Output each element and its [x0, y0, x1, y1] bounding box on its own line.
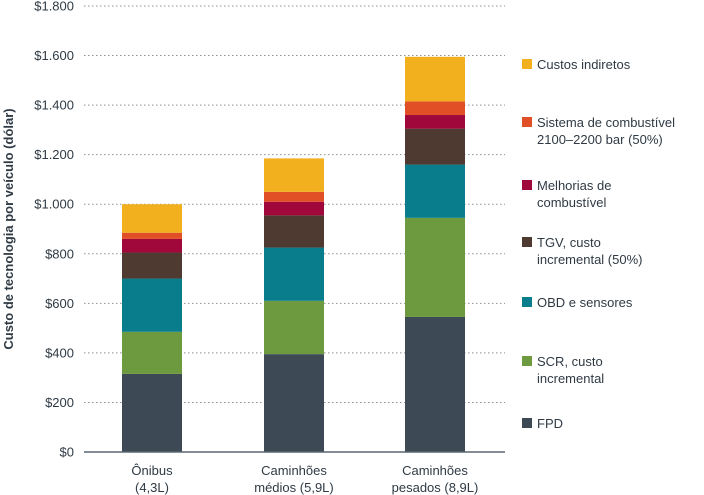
x-tick-label: Ônibus (4,3L): [131, 463, 173, 495]
legend-label: FPD: [537, 416, 563, 431]
legend-label: TGV, custo incremental (50%): [537, 235, 643, 267]
x-tick-label-line: médios (5,9L): [254, 480, 333, 495]
bar-segment: [405, 56, 465, 102]
bar-segment: [122, 331, 182, 374]
legend-label: Sistema de combustível 2100–2200 bar (50…: [537, 115, 676, 147]
bar-segment: [405, 217, 465, 317]
bar-segment: [405, 101, 465, 116]
bar-segment: [264, 354, 324, 452]
bar-segment: [122, 278, 182, 332]
x-tick-label-line: Caminhões: [261, 463, 327, 478]
bar-segment: [122, 238, 182, 253]
legend-item: SCR, custo incremental: [522, 353, 604, 387]
bar-segment: [264, 300, 324, 355]
legend-swatch: [522, 237, 532, 247]
bar-segment: [405, 316, 465, 452]
legend-swatch: [522, 356, 532, 366]
x-tick-label-line: Ônibus: [131, 463, 173, 478]
bar-segment: [264, 215, 324, 248]
x-tick-label-line: Caminhões: [402, 463, 468, 478]
legend-swatch: [522, 59, 532, 69]
y-tick-label: $1.600: [34, 48, 74, 63]
x-axis-ticks: Ônibus (4,3L)Caminhões médios (5,9L)Caminh…: [131, 463, 478, 495]
y-axis-ticks: $0 $200 $400 $600 $800 $1.000 $1.200 $1.400 $1.6…: [34, 0, 74, 460]
bar-segment: [122, 252, 182, 279]
y-tick-label: $600: [45, 296, 74, 311]
legend-item: Sistema de combustível 2100–2200 bar (50…: [522, 114, 675, 148]
y-tick-label: $1.000: [34, 197, 74, 212]
y-tick-label: $800: [45, 246, 74, 261]
bar-segment: [122, 373, 182, 452]
bar-segment: [122, 204, 182, 233]
legend-item: Custos indiretos: [522, 56, 630, 73]
bar-segment: [264, 191, 324, 202]
legend: Custos indiretos Sistema de combustível 2…: [522, 0, 704, 495]
x-tick-label-line: (4,3L): [135, 480, 169, 495]
bar-segment: [264, 201, 324, 216]
legend-label: Melhorias de combustível: [537, 178, 612, 210]
y-axis-label: Custo de tecnologia por veículo (dólar): [1, 108, 16, 349]
y-tick-label: $0: [60, 445, 74, 460]
legend-item: TGV, custo incremental (50%): [522, 234, 643, 268]
bars: [122, 56, 465, 452]
bar-segment: [122, 232, 182, 239]
bar-segment: [264, 158, 324, 192]
legend-swatch: [522, 117, 532, 127]
legend-swatch: [522, 180, 532, 190]
x-tick-label-line: pesados (8,9L): [392, 480, 479, 495]
legend-label: Custos indiretos: [537, 57, 631, 72]
x-tick-label: Caminhões pesados (8,9L): [392, 463, 479, 495]
y-tick-label: $200: [45, 395, 74, 410]
bar-segment: [405, 164, 465, 218]
legend-item: Melhorias de combustível: [522, 177, 611, 211]
legend-item: OBD e sensores: [522, 294, 632, 311]
legend-item: FPD: [522, 415, 563, 432]
bar-segment: [264, 247, 324, 301]
y-tick-label: $400: [45, 345, 74, 360]
legend-swatch: [522, 297, 532, 307]
legend-label: OBD e sensores: [537, 295, 633, 310]
bar-segment: [405, 115, 465, 129]
y-tick-label: $1.400: [34, 98, 74, 113]
legend-label: SCR, custo incremental: [537, 354, 605, 386]
y-tick-label: $1.200: [34, 147, 74, 162]
y-tick-label: $1.800: [34, 0, 74, 14]
x-tick-label: Caminhões médios (5,9L): [254, 463, 333, 495]
bar-segment: [405, 128, 465, 165]
legend-swatch: [522, 418, 532, 428]
